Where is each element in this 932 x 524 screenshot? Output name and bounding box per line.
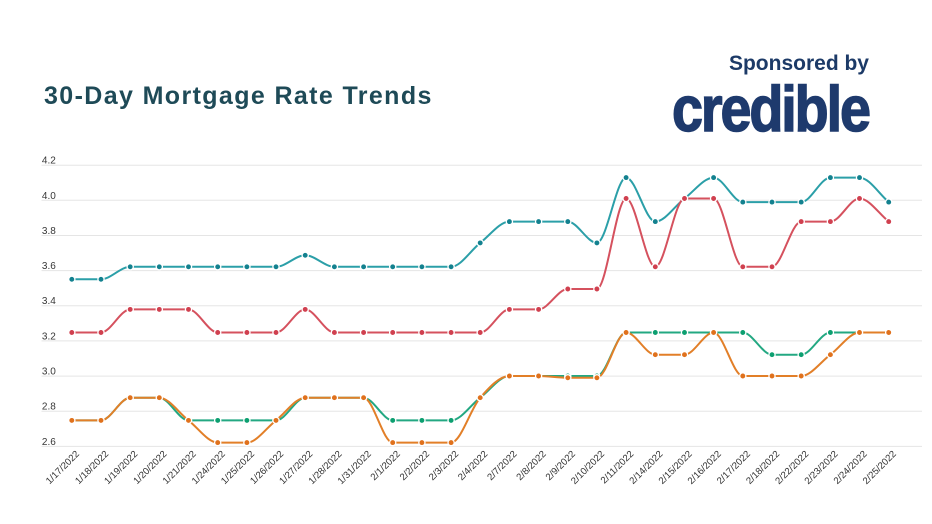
svg-text:2/2/2022: 2/2/2022 [398, 449, 432, 483]
svg-text:2.8: 2.8 [42, 402, 56, 413]
svg-text:4.2: 4.2 [42, 156, 56, 167]
svg-text:2/1/2022: 2/1/2022 [369, 449, 403, 483]
svg-text:2/7/2022: 2/7/2022 [485, 449, 519, 483]
svg-text:2/3/2022: 2/3/2022 [427, 449, 461, 483]
svg-text:3.4: 3.4 [42, 296, 56, 307]
svg-text:2/8/2022: 2/8/2022 [515, 449, 549, 483]
svg-text:3.6: 3.6 [42, 261, 56, 272]
svg-text:3.0: 3.0 [42, 367, 56, 378]
svg-text:3.2: 3.2 [42, 331, 56, 342]
svg-text:3.8: 3.8 [42, 226, 56, 237]
svg-text:4.0: 4.0 [42, 191, 56, 202]
svg-text:2/4/2022: 2/4/2022 [456, 449, 490, 483]
svg-text:2.6: 2.6 [42, 437, 56, 448]
